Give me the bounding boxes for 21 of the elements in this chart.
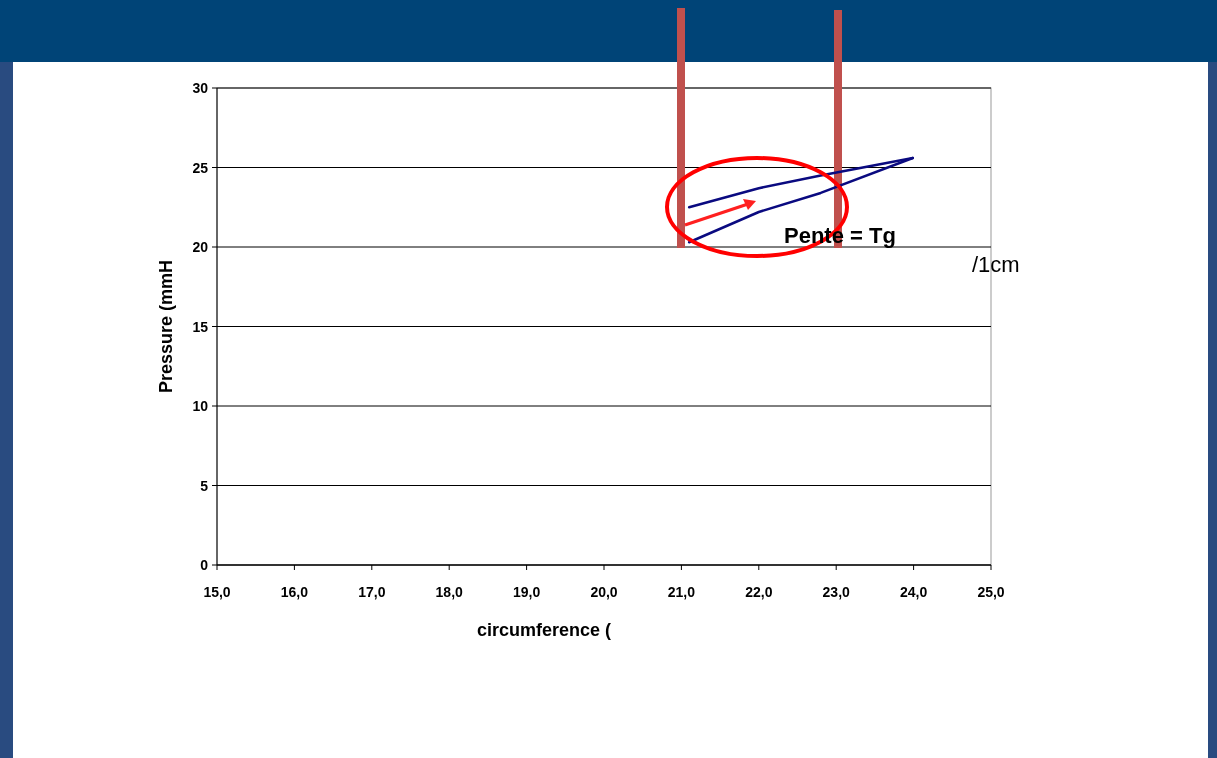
y-tick-label: 10 — [192, 398, 209, 414]
x-axis-title: circumference ( — [476, 620, 612, 640]
annotation: /1cm — [972, 252, 1020, 277]
y-tick-label: 5 — [200, 477, 209, 494]
y-tick-label: 20 — [192, 239, 209, 255]
y-tick-label: 0 — [200, 557, 209, 573]
x-tick-label: 17,0 — [358, 584, 386, 600]
x-tick-label: 21,0 — [667, 584, 696, 600]
y-tick-label: 30 — [192, 80, 209, 96]
x-tick-label: 23,0 — [822, 584, 851, 600]
x-tick-label: 24,0 — [899, 584, 928, 600]
x-tick-label: 16,0 — [280, 584, 309, 600]
y-tick-label: 25 — [192, 159, 209, 176]
x-tick-label: 19,0 — [512, 584, 541, 600]
y-tick-label: 15 — [192, 318, 209, 335]
x-tick-label: 18,0 — [435, 584, 464, 600]
x-tick-label: 15,0 — [203, 584, 231, 600]
x-tick-label: 22,0 — [745, 584, 773, 600]
y-axis-title: Pressure (mmH — [156, 259, 176, 394]
x-tick-label: 25,0 — [977, 584, 1005, 600]
x-tick-label: 20,0 — [590, 584, 618, 600]
